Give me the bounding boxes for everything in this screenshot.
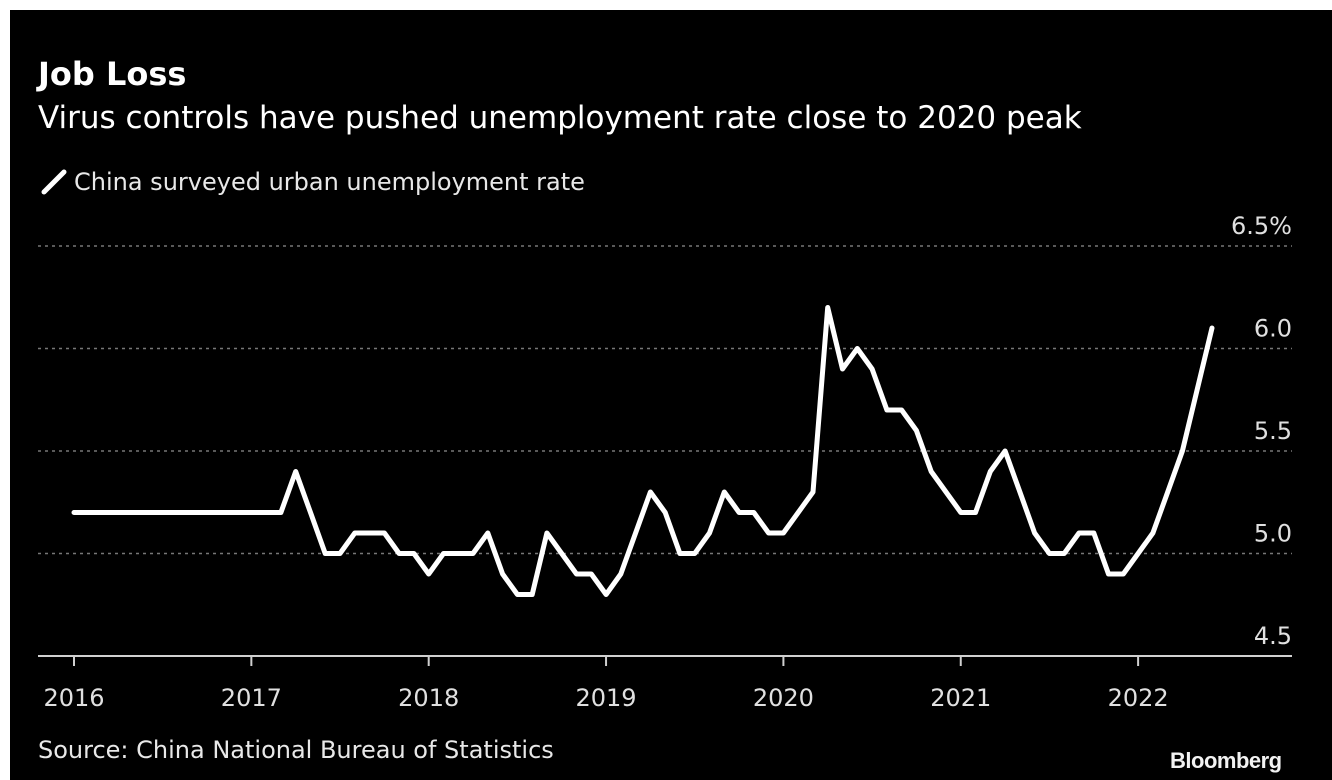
series-layer — [71, 305, 1215, 597]
x-tick-label: 2019 — [576, 684, 637, 712]
y-tick-label: 5.5 — [1254, 417, 1292, 445]
x-tick-label: 2021 — [930, 684, 991, 712]
y-tick-label: 6.0 — [1254, 315, 1292, 343]
legend-line-icon — [41, 169, 67, 195]
source-note: Source: China National Bureau of Statist… — [38, 736, 554, 764]
x-tick-label: 2018 — [398, 684, 459, 712]
series-line-unemployment — [71, 305, 1215, 597]
x-axis-ticks: 2016 2017 2018 2019 2020 2021 2022 — [43, 656, 1169, 712]
x-tick-label: 2016 — [43, 684, 104, 712]
brand-logo: Bloomberg — [1170, 748, 1282, 773]
y-axis-ticks: 6.5% 6.0 5.5 5.0 4.5 — [1231, 212, 1292, 650]
x-tick-label: 2022 — [1108, 684, 1169, 712]
chart-subtitle: Virus controls have pushed unemployment … — [38, 100, 1082, 136]
y-tick-label: 6.5% — [1231, 212, 1292, 240]
y-tick-label: 5.0 — [1254, 520, 1292, 548]
x-tick-label: 2020 — [753, 684, 814, 712]
legend: China surveyed urban unemployment rate — [38, 166, 585, 198]
chart-frame — [10, 10, 1332, 780]
gridlines — [38, 245, 1292, 555]
legend-label: China surveyed urban unemployment rate — [74, 168, 585, 196]
x-tick-label: 2017 — [221, 684, 282, 712]
y-tick-label: 4.5 — [1254, 622, 1292, 650]
chart-title: Job Loss — [38, 55, 187, 93]
